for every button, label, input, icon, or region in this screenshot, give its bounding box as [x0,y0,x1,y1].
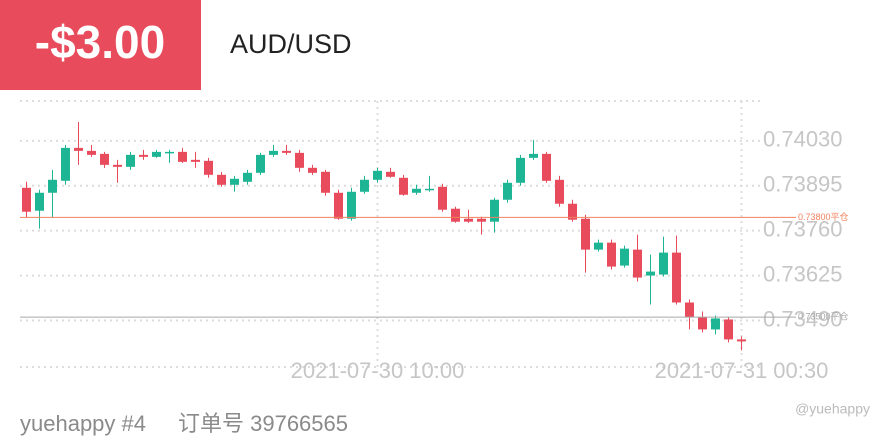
x-tick-label: 2021-07-31 00:30 [655,358,829,383]
candle-body [646,271,655,276]
candle-body [386,171,395,177]
candle-body [113,164,122,167]
candle-body [698,317,707,330]
candle-body [204,160,213,175]
candle-body [321,171,330,193]
y-tick-label: 0.74030 [763,127,843,152]
candle-body [35,192,44,211]
candle-body [165,151,174,154]
candle-body [542,153,551,181]
candle-body [399,177,408,195]
candle-body [48,179,57,193]
candle-body [360,179,369,192]
candle-body [659,252,668,275]
y-tick-label: 0.73895 [763,172,843,197]
candle-body [516,157,525,183]
candle-body [256,154,265,173]
candle-body [126,154,135,167]
candle-body [529,153,538,158]
candle-body [685,302,694,318]
candle-body [464,218,473,222]
y-tick-label: 0.73490 [763,306,843,331]
candle-body [594,242,603,250]
candle-body [295,152,304,168]
candle-body [568,203,577,220]
candle-body [607,242,616,267]
candle-body [737,339,746,342]
candle-body [243,172,252,182]
candle-body [217,174,226,185]
candle-body [555,179,564,204]
candle-body [438,186,447,210]
pnl-box [0,0,201,90]
pnl: -$3.00 [35,16,165,68]
candle-body [178,151,187,162]
candle-body [74,147,83,151]
ref-line-label: 0.73800平仓 [798,211,849,222]
candle-body [477,218,486,222]
ref-line-label: 0.73500平仓 [798,311,849,322]
candle-body [711,318,720,330]
candle-body [633,249,642,278]
candle-body [269,150,278,155]
candle-body [87,150,96,155]
candle-body [230,178,239,185]
symbol: AUD/USD [230,29,352,59]
candle-body [282,150,291,153]
candle-body [412,188,421,193]
candle-body [334,192,343,219]
order-number: 订单号 39766565 [178,411,348,436]
candle-body [451,208,460,222]
candle-body [490,199,499,222]
y-tick-label: 0.73760 [763,216,843,241]
candle-body [373,170,382,180]
candle-body [152,151,161,157]
candle-body [139,154,148,157]
candle-body [308,167,317,173]
candle-body [425,188,434,191]
candle-body [724,319,733,340]
y-tick-label: 0.73625 [763,261,843,286]
x-tick-label: 2021-07-30 10:00 [291,358,465,383]
candle-body [672,252,681,303]
candle-body [100,153,109,165]
candle-body [347,191,356,219]
candle-body [581,218,590,250]
watermark: @yuehappy [795,401,870,417]
candle-body [620,248,629,266]
candle-body [22,187,31,212]
candle-body [503,182,512,200]
candle-body [61,147,70,181]
user: yuehappy #4 [20,411,146,436]
candle-body [191,159,200,162]
